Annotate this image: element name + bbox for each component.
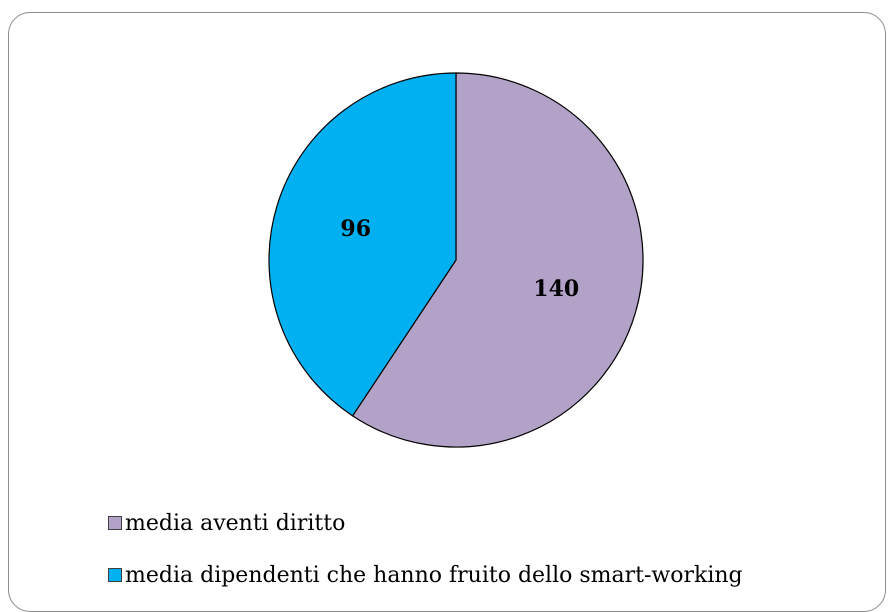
- data-label-smart-working: 96: [340, 216, 371, 242]
- legend-item-smart-working: media dipendenti che hanno fruito dello …: [108, 560, 743, 590]
- data-label-aventi-diritto: 140: [533, 276, 579, 302]
- chart-legend: media aventi diritto media dipendenti ch…: [108, 508, 743, 612]
- legend-swatch-smart-working: [108, 568, 122, 582]
- slice-aventi-diritto: [351, 72, 644, 448]
- legend-label-smart-working: media dipendenti che hanno fruito dello …: [125, 562, 743, 588]
- slice-smart-working: [268, 72, 457, 417]
- legend-swatch-aventi-diritto: [108, 516, 122, 530]
- legend-label-aventi-diritto: media aventi diritto: [125, 510, 346, 536]
- legend-item-aventi-diritto: media aventi diritto: [108, 508, 743, 538]
